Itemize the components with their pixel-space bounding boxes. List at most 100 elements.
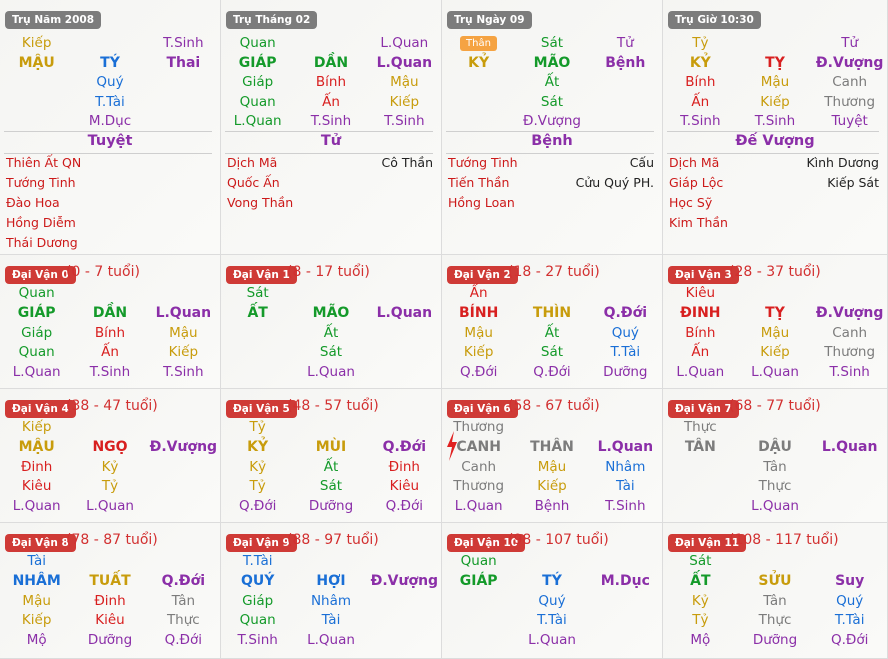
pillar-cell: Trụ Ngày 09 Sát Tử KỶ MÃO Bệnh Ất Sát Đ.Vượng Thâ… [442,0,663,255]
stem-branch-row: ẤT SỬU Suy [663,571,887,591]
element-label: SỬU [758,572,792,589]
hidden-stem-row: Thực [663,417,887,437]
element-label: L.Quan [751,364,799,381]
element-label [147,283,220,303]
star-row: Giáp Lộc Kiếp Sát [669,173,879,193]
element-label: Quan [460,553,497,569]
hidden-stem-row: Sát Tử [442,33,662,53]
element-label: Quan [18,344,55,361]
element-label: T.Sinh [310,113,352,130]
element-label: Tử [616,35,634,51]
element-label [294,33,367,53]
element-label: Tỷ [101,478,119,495]
stem-branch-row: CANH THÂN L.Quan [442,437,662,457]
hidden-stem-row: Kiêu Tỷ [0,476,220,496]
dai-van-cell: Đại Vận 5 (48 - 57 tuổi) Tỷ KỶ MÙI Q.Đới Kỷ Ất Đ… [221,389,442,523]
hidden-stem-row: Kỷ Ất Đinh [221,457,441,477]
element-label: Mậu [464,324,493,341]
element-label: L.Quan [380,35,429,51]
hidden-stem-row: Kiếp Sát T.Tài [442,342,662,362]
element-label: Ấn [691,93,710,110]
star-name: Học Sỹ [669,195,713,210]
hidden-stem-row: Thương [442,417,662,437]
hidden-stem-row: Ấn Kiếp Thương [663,92,887,112]
stem-branch-row: GIÁP DẦN L.Quan [0,303,220,323]
element-label: Tân [763,458,787,475]
element-label [589,417,662,437]
element-label: CANH [456,438,501,455]
element-label [663,457,738,477]
element-label: Q.Đới [238,498,277,515]
element-label: Kỷ [691,592,709,609]
element-label: HỢI [316,572,346,589]
element-label: L.Quan [676,364,725,381]
divider [4,131,212,132]
element-label: Ấn [322,93,340,110]
element-label: Quý [96,74,124,91]
element-label: DẦN [313,54,349,71]
dai-van-cell: Đại Vận 0 (0 - 7 tuổi) Quan GIÁP DẦN L.Quan Gi… [0,255,221,389]
element-label: Suy [835,572,865,589]
hidden-stem-row: Kỷ Tân Quý [663,591,887,611]
element-label [368,591,441,611]
element-label: NGỌ [92,438,128,455]
hidden-stem-row: T.Tài [442,610,662,630]
element-label: TỴ [765,304,785,321]
element-label: GIÁP [238,54,277,71]
dai-van-tag: Đại Vận 11 [668,534,747,552]
element-label [73,551,146,571]
stem-branch-row: NHÂM TUẤT Q.Đới [0,571,220,591]
age-range: (108 - 117 tuổi) [729,532,839,548]
element-label: Ất [323,458,339,475]
divider [225,153,433,154]
dai-van-cell: Đại Vận 11 (108 - 117 tuổi) Sát ẤT SỬU Suy Kỷ T… [663,523,888,659]
star-name: Cửu Quý PH. [575,175,654,190]
element-label: T.Tài [537,612,567,629]
element-label: Q.Đới [459,364,498,381]
hidden-stem-row: Tỷ Tử [663,33,887,53]
star-list: Tướng Tinh Cấu Tiến Thần Cửu Quý PH. Hồng Lo… [448,153,654,213]
element-label: ẤT [690,572,711,589]
hidden-stem-row: Giáp Nhâm [221,591,441,611]
star-name: Cấu [629,155,654,170]
dai-van-cell: Đại Vận 10 (98 - 107 tuổi) Quan GIÁP TÝ M.Dục… [442,523,663,659]
stem-branch-row: ĐINH TỴ Đ.Vượng [663,303,887,323]
element-label [73,283,146,303]
dai-van-tag: Đại Vận 6 [447,400,518,418]
divider [446,153,654,154]
hidden-stem-row: Đinh Kỷ [0,457,220,477]
hidden-stem-row: Giáp Bính Mậu [221,72,441,92]
element-label: Tỷ [692,35,709,51]
element-label: Ấn [101,344,119,361]
element-label [368,551,441,571]
element-label [589,610,662,630]
dai-van-tag: Đại Vận 4 [5,400,76,418]
element-label: T.Sinh [829,364,870,381]
element-label: Q.Đới [161,572,206,589]
dai-van-tag: Đại Vận 1 [226,266,297,284]
hidden-stem-row: Quan L.Quan [221,33,441,53]
dai-van-cell: Đại Vận 2 (18 - 27 tuổi) Ấn BÍNH THÌN Q.Đới Mậ… [442,255,663,389]
element-label: Mậu [537,458,567,475]
star-name: Thái Dương [6,235,78,250]
hidden-stem-row: T.Tài [0,92,220,112]
element-label [442,111,515,131]
pillar-cell: Trụ Tháng 02 Quan L.Quan GIÁP DẦN L.Quan Giáp B… [221,0,442,255]
star-row: Dịch Mã Kình Dương [669,153,879,173]
element-label: GIÁP [459,572,498,589]
hidden-stem-row: Quan [442,551,662,571]
star-row: Tiến Thần Cửu Quý PH. [448,173,654,193]
age-range: (0 - 7 tuổi) [66,264,140,280]
element-label: L.Quan [597,438,654,455]
element-label [147,92,220,112]
element-label: L.Quan [454,498,503,515]
star-name: Dịch Mã [669,155,720,170]
element-label: Mậu [390,74,419,91]
star-name: Hồng Diễm [6,215,76,230]
star-name: Vong Thần [227,195,294,210]
element-label [368,342,441,362]
divider [667,131,879,132]
element-label [147,72,220,92]
element-label [368,323,441,343]
age-range: (38 - 47 tuổi) [66,398,158,414]
